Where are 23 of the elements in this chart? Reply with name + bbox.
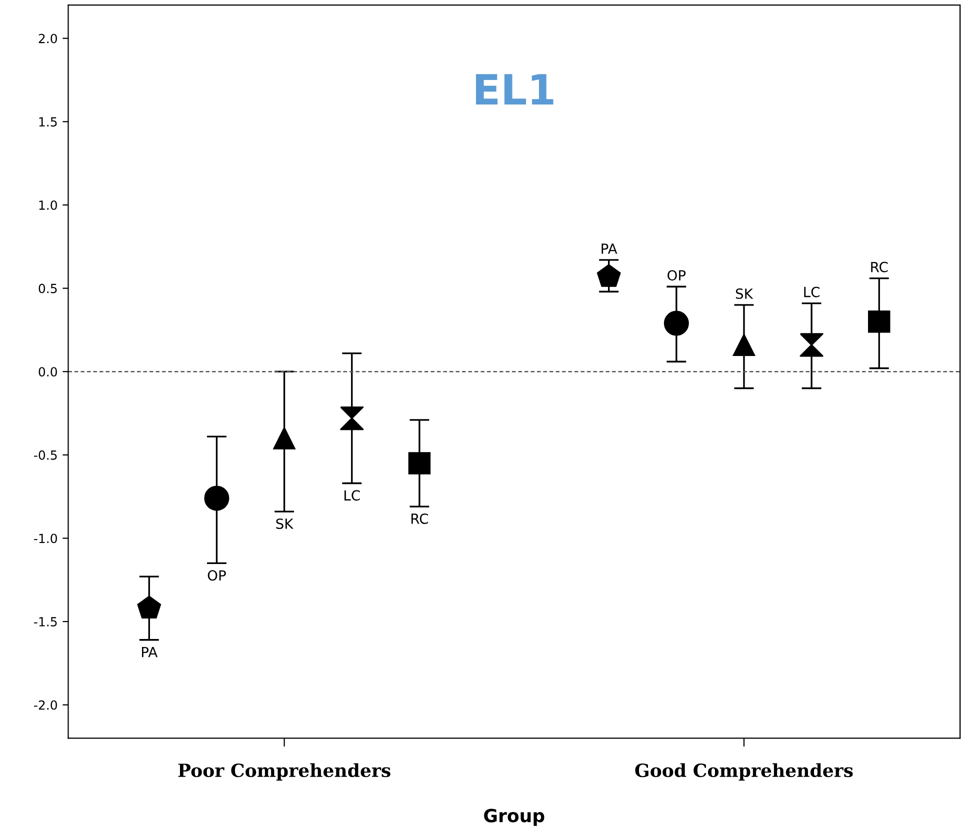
text: PA bbox=[142, 646, 158, 658]
text: LC bbox=[804, 286, 820, 298]
y-tick-label: 1.5 bbox=[39, 117, 57, 127]
y-tick-label: 0.5 bbox=[38, 284, 57, 294]
y-tick-label: -2.0 bbox=[34, 700, 57, 710]
y-tick-label: -0.5 bbox=[34, 450, 57, 460]
y-tick-label: -1.5 bbox=[34, 617, 57, 626]
x-tick-label: Poor Comprehenders bbox=[178, 763, 390, 781]
series-label: PA bbox=[602, 244, 618, 254]
text: RC bbox=[411, 513, 428, 524]
x-tick-label: Good Comprehenders bbox=[635, 763, 853, 781]
text: OP bbox=[208, 570, 226, 581]
text: LC bbox=[344, 490, 360, 501]
text: SK bbox=[276, 518, 294, 529]
text: SK bbox=[736, 288, 754, 299]
y-tick-label: 0.0 bbox=[38, 367, 57, 377]
text: OP bbox=[668, 270, 686, 281]
y-tick-label: 2.0 bbox=[38, 34, 57, 44]
text: EL1 bbox=[476, 74, 554, 104]
y-tick-label: -1.0 bbox=[34, 534, 57, 544]
text: RC bbox=[871, 262, 888, 272]
x-axis-title: Group bbox=[484, 808, 544, 826]
y-tick-label: 1.0 bbox=[39, 200, 57, 210]
